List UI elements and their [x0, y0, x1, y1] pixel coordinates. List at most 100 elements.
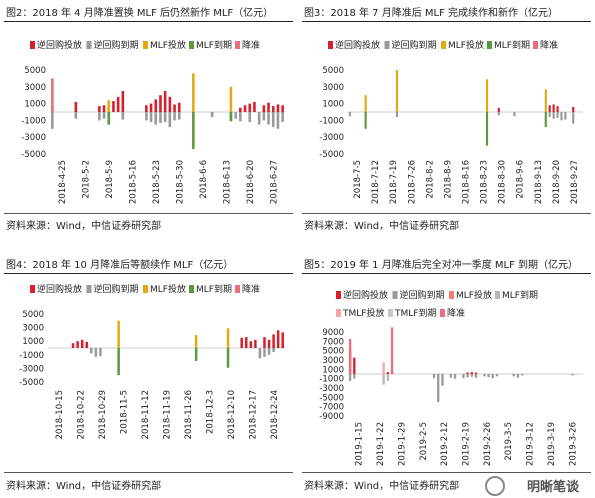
bar [74, 101, 78, 112]
bar [98, 106, 101, 112]
legend-label: 逆回购到期 [94, 39, 139, 51]
x-tick-label: 2018-9-13 [534, 160, 544, 204]
bar [272, 334, 275, 348]
source-note: 资料来源：Wind，中信证券研究部 [304, 481, 460, 492]
source-rule [4, 472, 293, 473]
bar [441, 374, 444, 386]
bar [194, 348, 198, 361]
legend-swatch [495, 291, 500, 299]
bar [173, 104, 176, 112]
x-tick-label: 2019-3-12 [526, 422, 536, 466]
bar [168, 96, 172, 112]
bar [348, 374, 352, 381]
bar [395, 112, 399, 118]
y-tick-label: -3000 [19, 364, 44, 374]
bar [453, 374, 457, 379]
bar [564, 112, 567, 120]
bar [149, 103, 153, 112]
bar [432, 374, 436, 379]
legend-label: MLF投放 [150, 39, 186, 51]
x-tick-label: 2018-7-26 [407, 160, 417, 204]
bar [271, 106, 275, 112]
bar [548, 112, 551, 118]
source-note: 资料来源：Wind，中信证券研究部 [6, 221, 162, 232]
bar [272, 348, 275, 353]
bar [485, 112, 489, 146]
bar [485, 79, 489, 112]
legend-swatch [143, 41, 148, 49]
bar [98, 112, 101, 121]
y-tick-label: 5000 [322, 347, 344, 357]
x-tick-label: 2018-5-2 [81, 160, 91, 199]
x-tick-label: 2018-6-27 [269, 160, 279, 204]
legend-label: 逆回购到期 [94, 283, 139, 295]
bar [548, 105, 551, 112]
legend-swatch [86, 285, 92, 293]
x-tick-label: 2018-8-16 [462, 160, 472, 204]
bar [154, 99, 158, 112]
bar [382, 362, 385, 374]
legend-label: MLF投放 [150, 283, 186, 295]
chart-svg: 逆回购投放 逆回购到期 MLF投放 MLF到期 TMLF投放 TMLF到期 降准 900070… [319, 289, 583, 466]
bar [449, 374, 452, 378]
chart-svg: 逆回购投放 逆回购到期 MLF投放 MLF到期 降准 5000 3000 1000 -1000 -… [21, 39, 285, 204]
x-tick-label: 2018-8-9 [443, 160, 453, 199]
bar [107, 112, 111, 125]
source-rule [302, 213, 591, 214]
x-tick-label: 2018-12-17 [249, 390, 259, 439]
x-tick-label: 2019-2-5 [419, 422, 429, 461]
bar [544, 89, 547, 112]
y-tick-label: 3000 [24, 83, 46, 93]
bar [520, 374, 524, 376]
bar [271, 112, 275, 128]
bar [85, 341, 88, 348]
y-tick-label: -7000 [319, 403, 344, 413]
bar [364, 95, 367, 112]
bar [497, 112, 500, 116]
bar [159, 95, 162, 112]
bar [145, 112, 148, 121]
legend-label: MLF到期 [196, 283, 232, 295]
bar [249, 341, 253, 348]
bar [149, 112, 153, 123]
x-tick-label: 2018-8-23 [480, 160, 490, 204]
x-tick-label: 2018-9-20 [552, 160, 562, 204]
y-tick-label: 1000 [322, 365, 344, 375]
title-rule [4, 21, 293, 22]
y-tick-label: -1000 [21, 116, 46, 126]
bar [173, 112, 176, 121]
title-rule [302, 21, 591, 22]
bar [234, 112, 237, 119]
bar [395, 70, 399, 112]
bar [267, 112, 270, 125]
bar [262, 112, 266, 121]
bar [102, 112, 106, 119]
bar [267, 348, 271, 355]
x-tick-label: 2018-8-30 [498, 160, 508, 204]
y-tick-label: 7000 [322, 337, 344, 347]
bar [76, 341, 79, 348]
bar [192, 73, 195, 112]
bar [163, 91, 167, 112]
x-tick-label: 2018-11-26 [184, 390, 194, 439]
bar [556, 106, 559, 112]
bar [51, 112, 54, 129]
bar [572, 106, 575, 112]
chart-panel-fig5: 图5：2019 年 1 月降准后完全对冲一季度 MLF 到期（亿元） 逆回购投放… [298, 252, 595, 498]
y-tick-label: -1000 [319, 375, 344, 385]
legend-label: TMLF到期 [394, 307, 436, 319]
bar [90, 348, 93, 354]
x-tick-label: 2018-12-3 [206, 390, 216, 434]
x-tick-label: 2018-6-13 [222, 160, 232, 204]
legend-swatch [449, 291, 454, 299]
bar [177, 102, 181, 112]
x-tick-label: 2019-3-5 [504, 422, 514, 461]
bar [276, 112, 280, 129]
x-tick-label: 2018-5-9 [105, 160, 115, 199]
legend-label: 降准 [447, 307, 465, 319]
bar [348, 112, 352, 117]
x-tick-label: 2018-10-15 [55, 390, 65, 439]
y-tick-label: 1000 [24, 100, 46, 110]
bar [248, 112, 252, 123]
x-tick-label: 2019-3-19 [547, 422, 557, 466]
